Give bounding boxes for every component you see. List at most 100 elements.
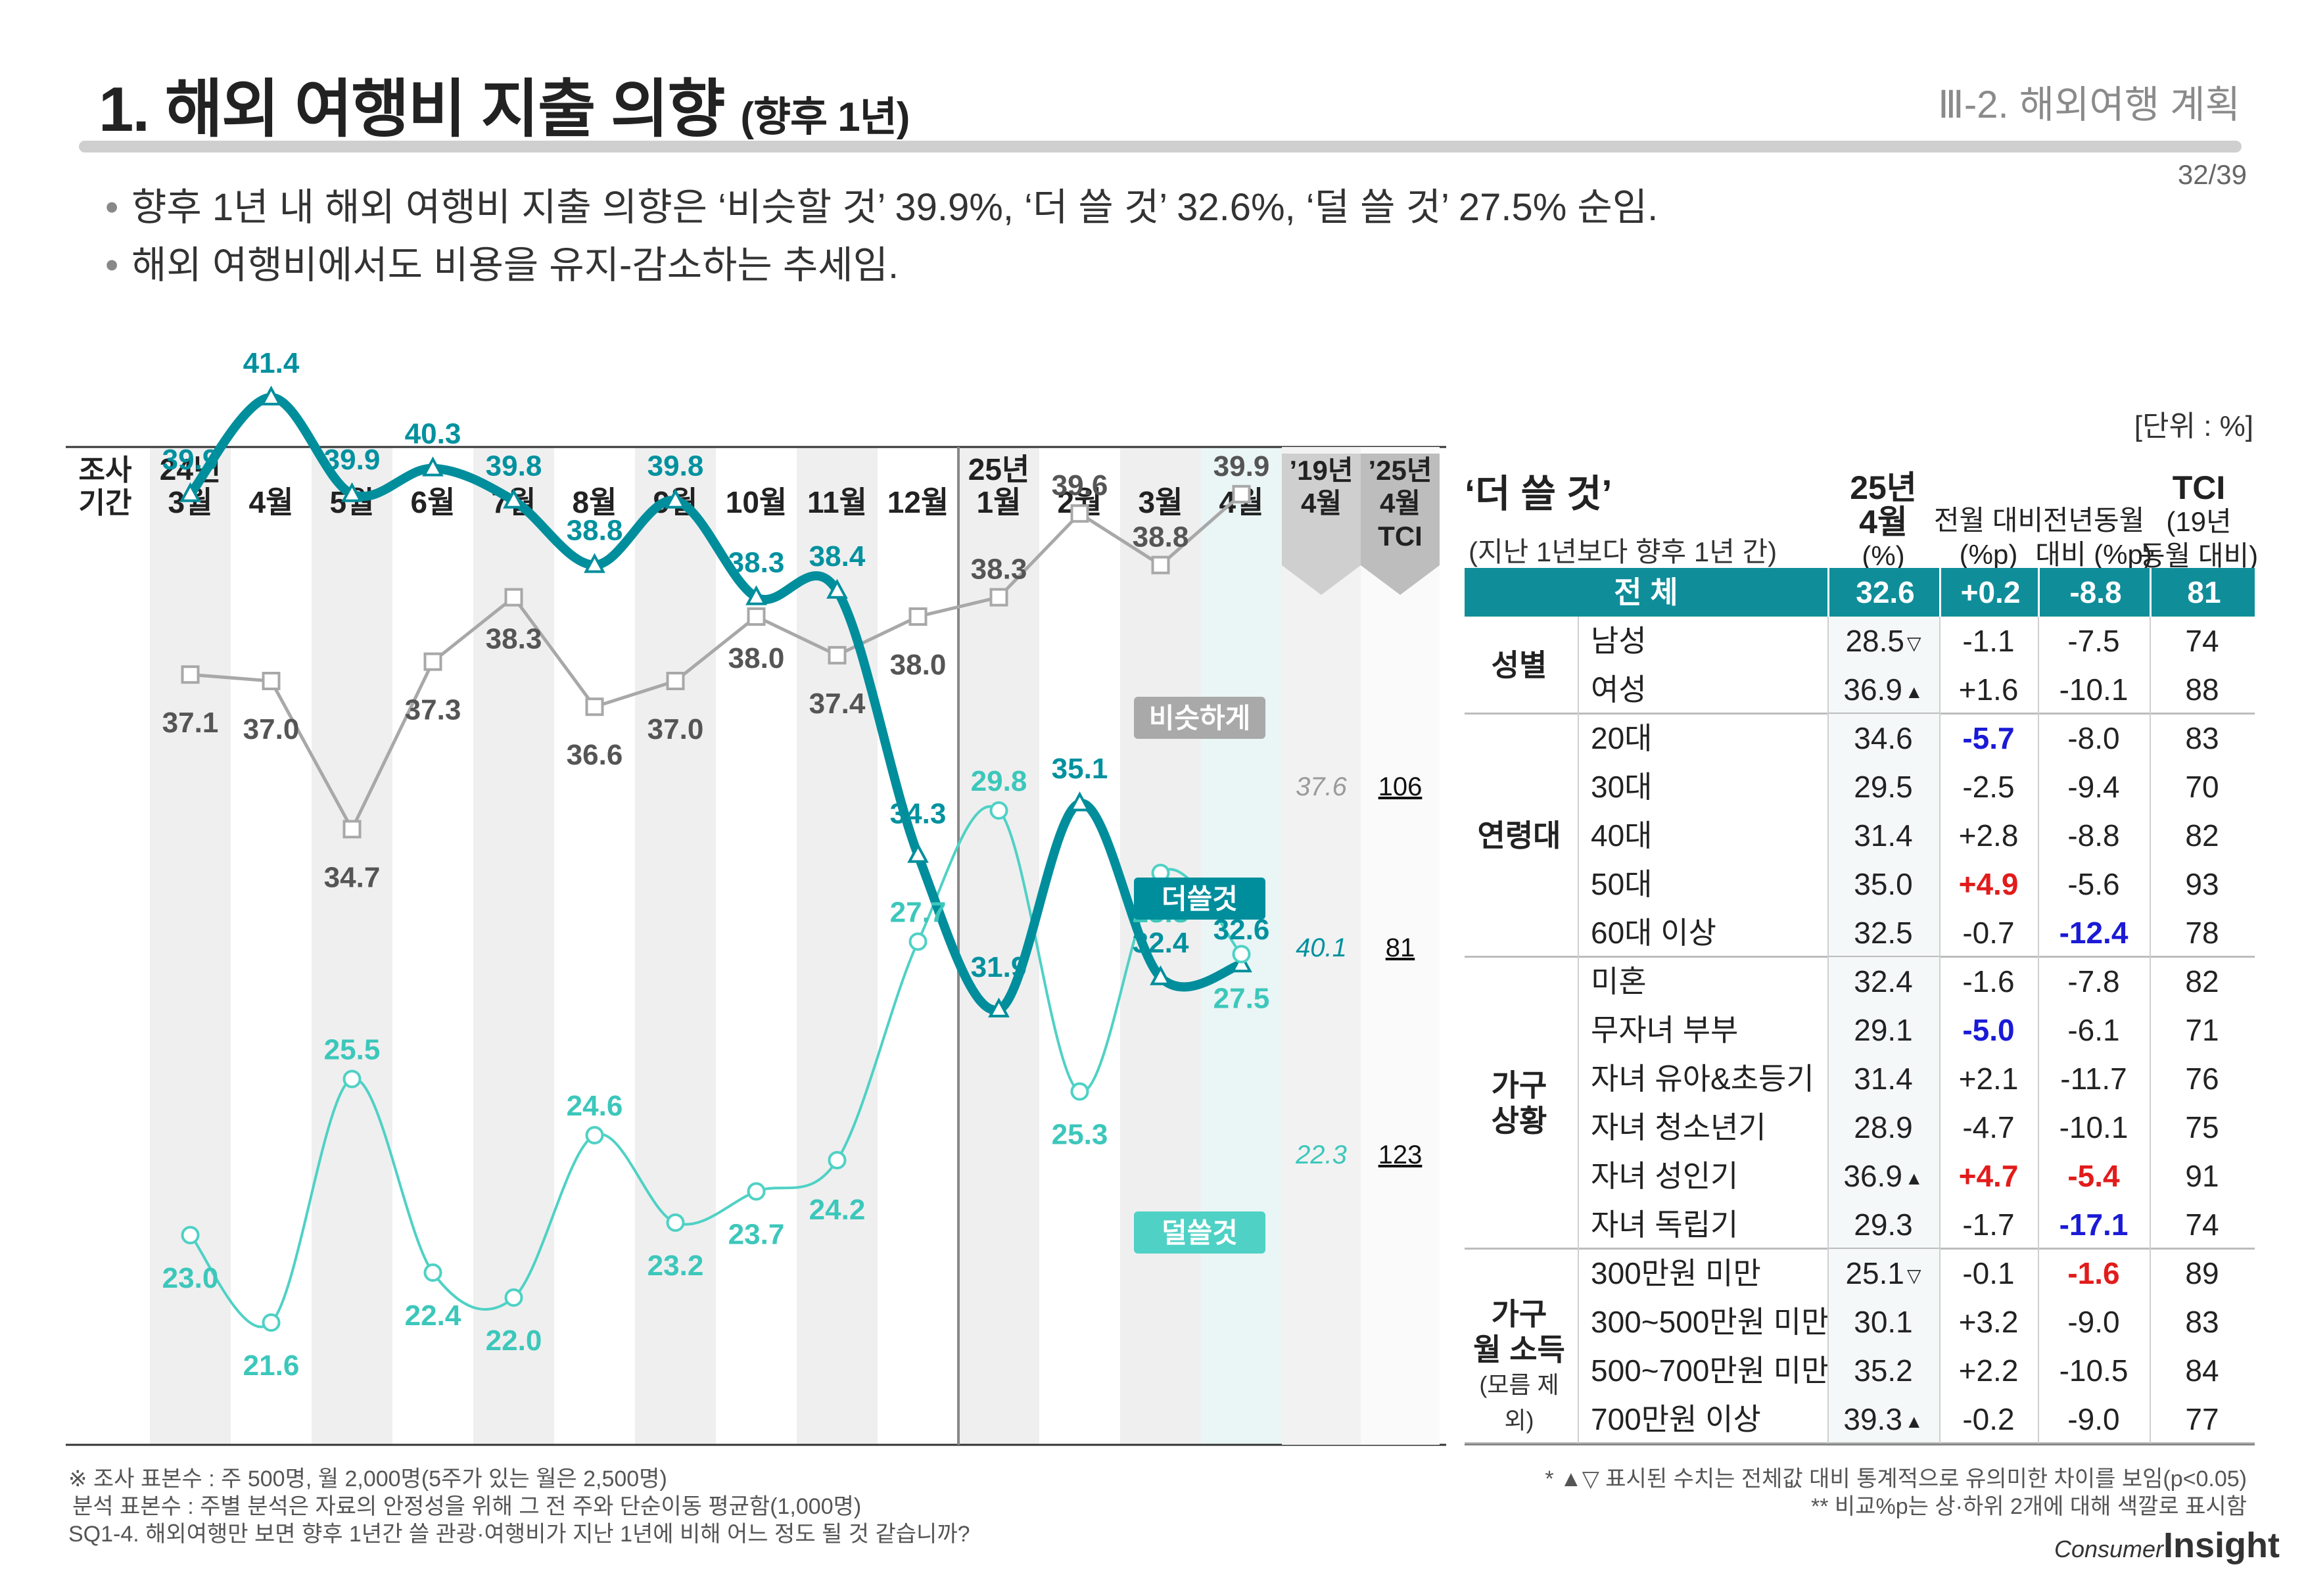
table-bottom-rule: [1465, 1443, 2255, 1445]
table-column-header-line: 동월 대비): [2139, 540, 2259, 571]
table-cell-tci: 83: [2185, 721, 2219, 755]
table-cell-tci: 82: [2185, 818, 2219, 853]
table-pct-value: 35.0: [1854, 867, 1913, 901]
data-point: [666, 1213, 685, 1232]
data-point: [503, 488, 525, 509]
table-column-header-line: 전월 대비: [1933, 505, 2044, 536]
table-column-header-line: 대비 (%p): [2035, 539, 2152, 570]
table-pct-value: 31.4: [1854, 818, 1913, 853]
data-point: [342, 820, 362, 839]
table-cell-pct: 36.9 ▲: [1827, 1152, 1939, 1203]
table-cell-pct: 25.1 ▽: [1827, 1249, 1939, 1300]
data-point: [1232, 484, 1251, 504]
bullet-text: 해외 여행비에서도 비용을 유지-감소하는 추세임.: [131, 244, 899, 287]
data-label: 38.8: [567, 515, 623, 547]
table-cell-pct: 29.3: [1827, 1200, 1939, 1249]
data-label: 37.3: [405, 694, 461, 726]
comparison-value-tci: 106: [1378, 772, 1423, 801]
data-label: 40.3: [405, 418, 461, 450]
table-cell-yoy: -12.4: [2059, 916, 2129, 950]
footnote-color: ** 비교%p는 상·하위 2개에 대해 색깔로 표시함: [1811, 1494, 2247, 1519]
table-row-label: 700만원 이상: [1591, 1402, 1761, 1436]
table-group-label-line: 성별: [1491, 648, 1547, 682]
data-point: [1070, 1082, 1089, 1101]
series-line-비슷하게: [189, 492, 1243, 831]
table-row: 30대 29.5 -2.5 -9.4 70: [0, 763, 2306, 811]
table-row-label: 20대: [1591, 721, 1653, 755]
data-label: 34.3: [890, 798, 947, 830]
table-cell-mom: -0.1: [1962, 1256, 2015, 1290]
table-row: 미혼 32.4 -1.6 -7.8 82: [0, 957, 2306, 1006]
table-cell-mom: +2.1: [1958, 1062, 2019, 1096]
data-label: 24.6: [567, 1090, 623, 1122]
data-point: [828, 645, 847, 665]
table-pct-value: 28.5: [1845, 624, 1904, 658]
table-group-label-line: 월 소득: [1473, 1332, 1565, 1367]
comparison-value-tci: 123: [1378, 1140, 1423, 1169]
table-cell-pct: 39.3 ▲: [1827, 1395, 1939, 1446]
x-tick-label: 11월: [807, 485, 867, 519]
data-label: 39.9: [324, 444, 381, 476]
data-label: 38.0: [890, 649, 947, 681]
row-header: 기간: [79, 487, 132, 519]
table-cell-mom: +2.8: [1958, 818, 2019, 853]
table-cell-mom: +4.9: [1958, 867, 2019, 901]
data-point: [826, 578, 848, 599]
table-column-header-line: 25년: [1850, 469, 1917, 506]
table-cell-tci: 77: [2185, 1402, 2219, 1436]
data-label: 29.8: [971, 765, 1027, 797]
table-row: 여성 36.9 ▲ +1.6 -10.1 88: [0, 665, 2306, 716]
comparison-value-2019: 40.1: [1296, 933, 1347, 962]
table-group-label-line: 가구: [1491, 1068, 1547, 1102]
table-pct-value: 36.9: [1843, 1159, 1902, 1193]
table-column-header-line: TCI: [2172, 469, 2226, 506]
table-row-label: 500~700만원 미만: [1591, 1353, 1829, 1388]
table-cell-pct: 35.2: [1827, 1346, 1939, 1395]
consumer-insight-logo: ConsumerInsight: [2054, 1525, 2280, 1566]
data-label: 22.0: [486, 1325, 542, 1357]
data-label: 37.4: [809, 688, 866, 720]
data-label: 41.4: [243, 347, 300, 379]
table-subtitle: (지난 1년보다 향후 1년 간): [1469, 536, 1777, 567]
table-group-label-line: 가구: [1491, 1297, 1547, 1331]
comparison-value-2019: 22.3: [1295, 1140, 1347, 1169]
title-suffix: (향후 1년): [740, 95, 910, 140]
table-row-label: 남성: [1591, 624, 1647, 658]
up-triangle-icon: ▲: [1904, 1411, 1923, 1432]
data-label: 23.7: [728, 1219, 785, 1251]
data-label: 37.0: [243, 713, 300, 745]
table-cell-tci: 76: [2185, 1062, 2219, 1096]
table-row-label: 자녀 성인기: [1591, 1159, 1739, 1193]
table-cell-yoy: -9.0: [2067, 1402, 2120, 1436]
data-label: 23.0: [162, 1262, 219, 1294]
footnote-sample: ※ 조사 표본수 : 주 500명, 월 2,000명(5주가 있는 월은 2,…: [68, 1467, 667, 1491]
table-cell-pct: 31.4: [1827, 811, 1939, 860]
bullet-text: 향후 1년 내 해외 여행비 지출 의향은 ‘비슷할 것’ 39.9%, ‘더 …: [131, 186, 1659, 229]
data-label: 38.4: [809, 540, 866, 573]
data-point: [181, 1226, 200, 1244]
table-cell-yoy: -17.1: [2059, 1208, 2129, 1242]
table-cell-tci: 75: [2185, 1110, 2219, 1144]
table-column-header-line: (%): [1862, 540, 1905, 571]
column-band: [635, 447, 716, 1445]
unit-label: [단위 : %]: [2134, 410, 2253, 442]
table-cell-pct: 28.9: [1827, 1103, 1939, 1152]
table-cell-yoy: -8.0: [2067, 721, 2120, 755]
x-tick-label: 12월: [887, 485, 949, 519]
table-cell-tci: 84: [2185, 1353, 2219, 1388]
data-point: [828, 1151, 847, 1169]
table-row-label: 미혼: [1591, 964, 1647, 998]
comparison-header-label: 4월: [1301, 488, 1342, 519]
table-pct-value: 35.2: [1854, 1353, 1913, 1388]
table-row: 60대 이상 32.5 -0.7 -12.4 78: [0, 908, 2306, 957]
table-cell-tci: 88: [2185, 672, 2219, 707]
table-pct-value: 25.1: [1845, 1256, 1904, 1290]
bullet-item: • 향후 1년 내 해외 여행비 지출 의향은 ‘비슷할 것’ 39.9%, ‘더…: [105, 176, 1658, 231]
table-cell-mom: -2.5: [1962, 770, 2015, 804]
data-point: [989, 801, 1008, 820]
table-cell-tci: 82: [2185, 964, 2219, 998]
comparison-band-2019: [1282, 447, 1361, 1445]
table-cell-pct: 29.1: [1827, 1006, 1939, 1054]
column-band: [312, 447, 392, 1445]
table-row-label: 여성: [1591, 672, 1647, 707]
